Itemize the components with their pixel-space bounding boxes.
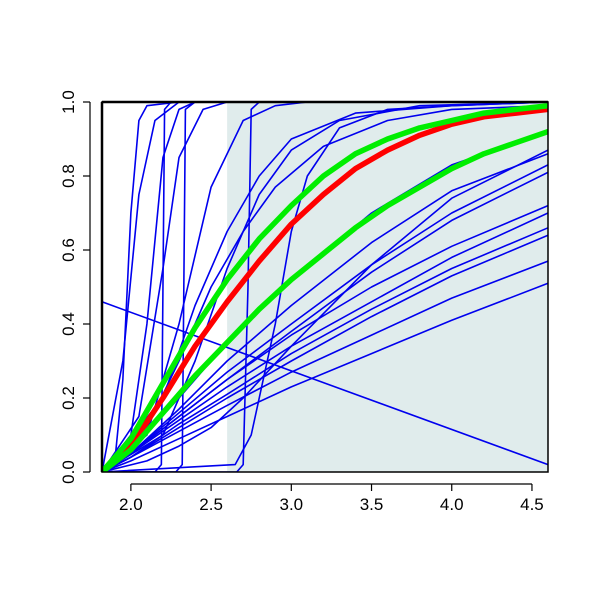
y-tick-label: 0.0 — [59, 460, 78, 484]
x-tick-label: 4.5 — [520, 495, 544, 514]
series-line-sample-24 — [102, 149, 548, 472]
series-line-sample-11 — [102, 102, 548, 472]
series-line-sample-25 — [102, 153, 548, 472]
x-tick-label: 2.0 — [119, 495, 143, 514]
y-axis: 0.0 0.2 0.4 0.6 0.8 1.0 — [59, 90, 91, 484]
series-line-sample-3 — [102, 300, 548, 466]
series-line-sample-15 — [102, 102, 548, 472]
series-line-sample-22 — [102, 260, 548, 472]
x-tick-label: 2.5 — [199, 495, 223, 514]
y-tick-label: 0.6 — [59, 238, 78, 262]
y-tick-label: 1.0 — [59, 90, 78, 114]
series-line-sample-23 — [102, 282, 548, 472]
y-tick-label: 0.4 — [59, 312, 78, 336]
series-line-reference-0 — [102, 106, 548, 472]
series-layer — [102, 102, 548, 472]
series-line-sample-7 — [102, 102, 548, 472]
y-tick-label: 0.2 — [59, 386, 78, 410]
series-line-sample-5 — [102, 102, 548, 472]
series-line-bound-lower-2 — [102, 128, 548, 472]
x-tick-label: 3.0 — [279, 495, 303, 514]
series-line-bound-upper-1 — [102, 102, 548, 472]
series-line-sample-10 — [102, 102, 548, 472]
x-tick-label: 4.0 — [440, 495, 464, 514]
x-axis: 2.0 2.5 3.0 3.5 4.0 4.5 — [119, 483, 544, 514]
series-line-sample-9 — [102, 102, 548, 472]
y-tick-label: 0.8 — [59, 164, 78, 188]
x-tick-label: 3.5 — [360, 495, 384, 514]
series-line-sample-19 — [102, 212, 548, 472]
